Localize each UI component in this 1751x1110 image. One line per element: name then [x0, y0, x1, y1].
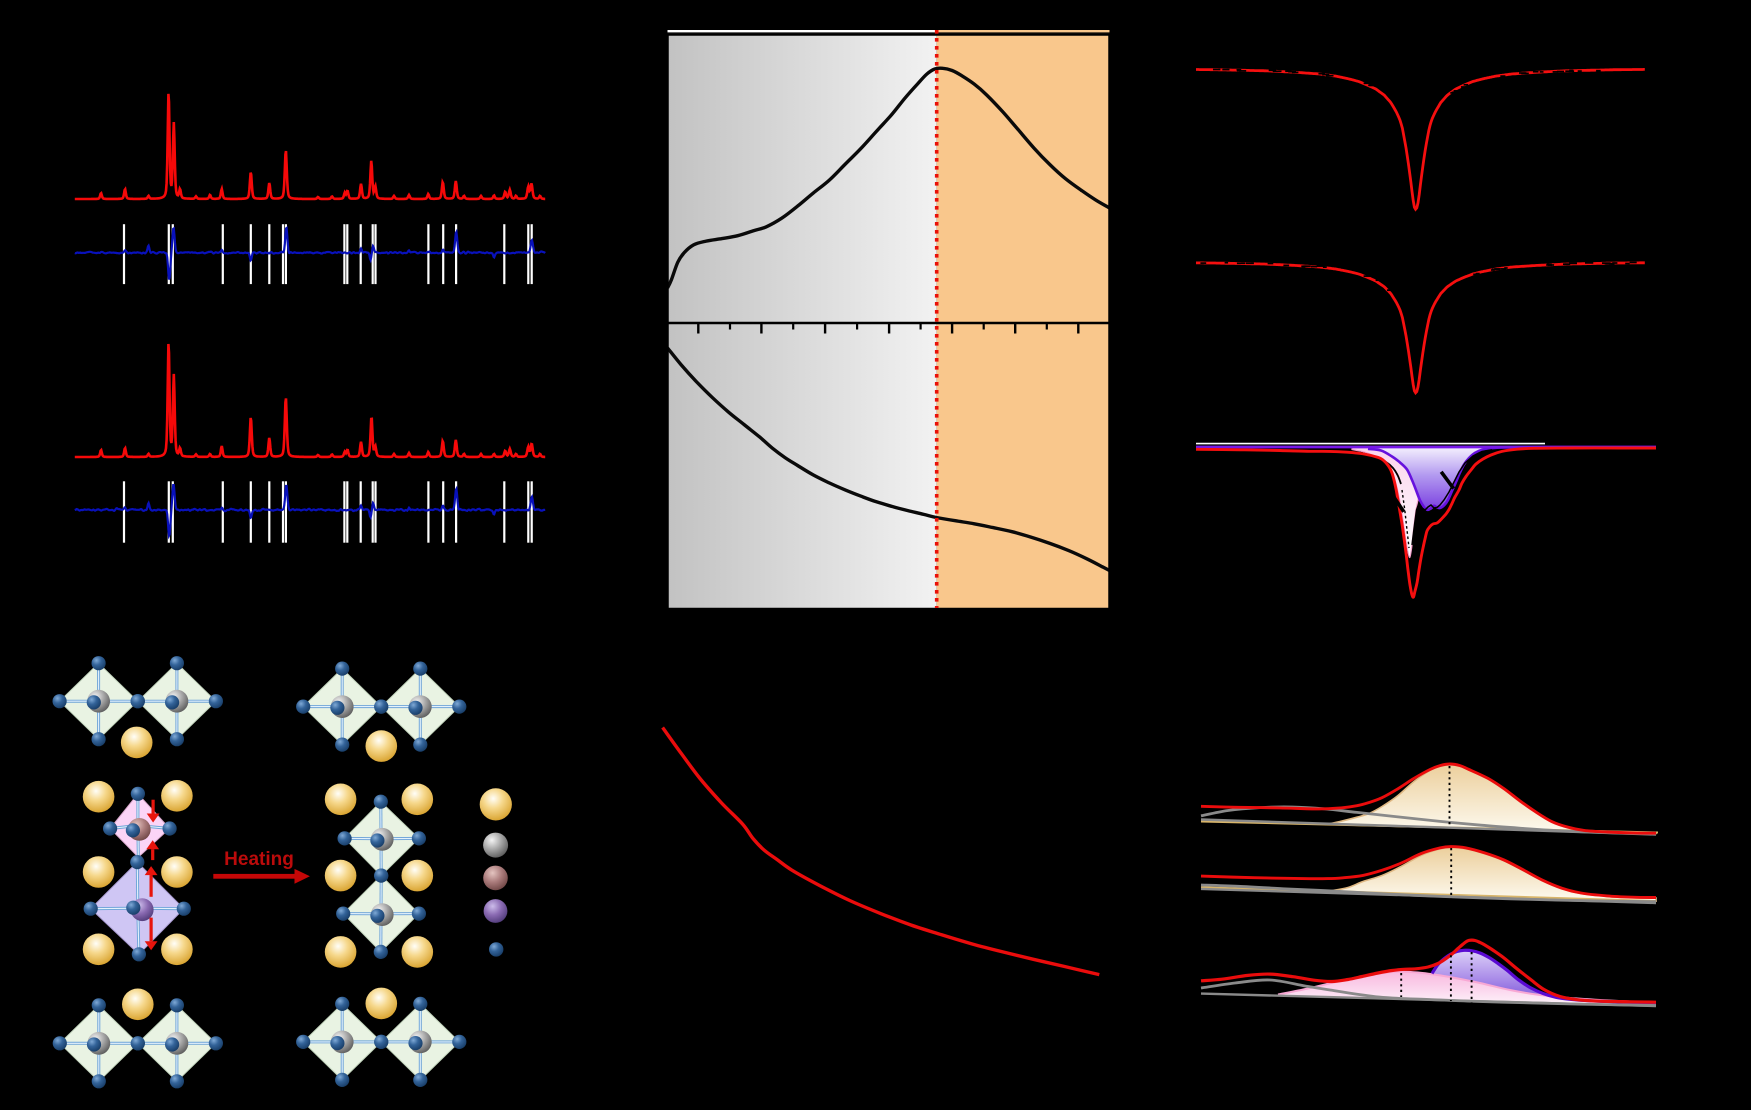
- svg-text:Heating: Heating: [224, 849, 294, 870]
